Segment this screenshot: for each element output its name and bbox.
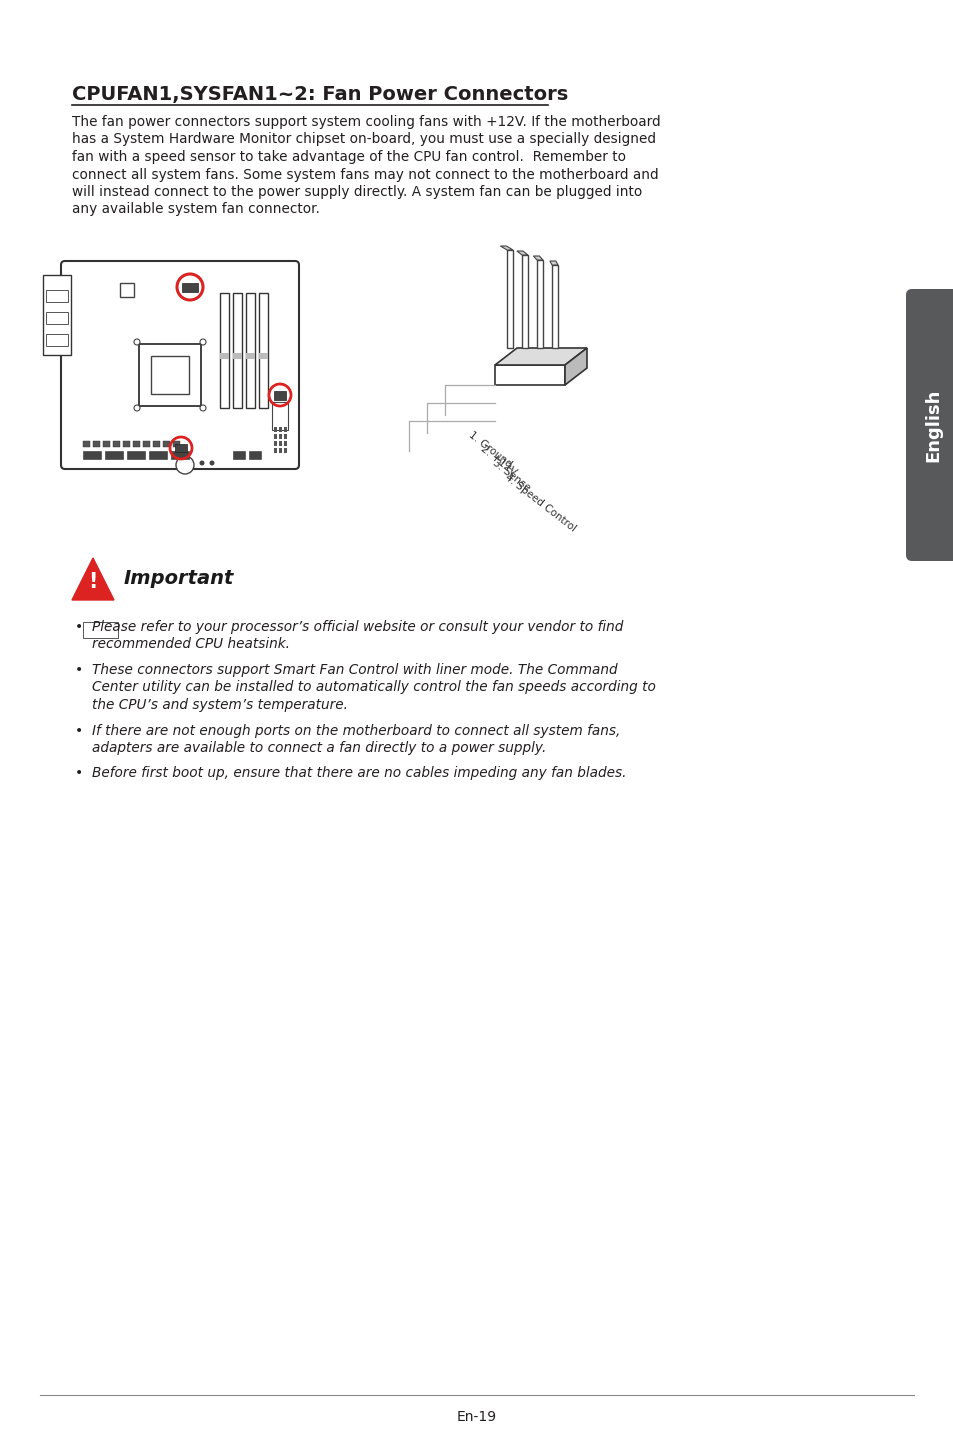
Text: has a System Hardware Monitor chipset on-board, you must use a specially designe: has a System Hardware Monitor chipset on… [71,133,656,146]
Circle shape [133,339,140,345]
Polygon shape [71,558,113,600]
Text: connect all system fans. Some system fans may not connect to the motherboard and: connect all system fans. Some system fan… [71,168,658,182]
Bar [220,294,229,408]
Bar [120,284,133,296]
Bar [278,448,282,453]
Bar [151,357,189,394]
Bar [274,391,286,400]
Bar [258,352,268,358]
Bar [274,427,276,432]
Text: 4. Speed Control: 4. Speed Control [502,473,578,534]
Bar [163,441,170,447]
Bar [284,434,287,440]
Bar [92,441,100,447]
Bar [274,448,276,453]
Bar [521,255,527,348]
Text: CPUFAN1,SYSFAN1~2: Fan Power Connectors: CPUFAN1,SYSFAN1~2: Fan Power Connectors [71,84,568,105]
Bar [83,621,118,639]
Text: The fan power connectors support system cooling fans with +12V. If the motherboa: The fan power connectors support system … [71,115,659,129]
Bar [46,334,68,347]
Text: recommended CPU heatsink.: recommended CPU heatsink. [91,637,290,652]
Bar [278,441,282,445]
Bar [83,451,101,460]
Text: •: • [75,620,83,634]
Text: Please refer to your processor’s official website or consult your vendor to find: Please refer to your processor’s officia… [91,620,622,634]
Bar [172,441,180,447]
Bar [278,434,282,440]
Text: En-19: En-19 [456,1411,497,1423]
Text: the CPU’s and system’s temperature.: the CPU’s and system’s temperature. [91,697,348,712]
Bar [112,441,120,447]
Bar [506,251,513,348]
Bar [143,441,150,447]
Bar [171,451,189,460]
Bar [233,352,242,358]
Text: •: • [75,663,83,677]
FancyBboxPatch shape [905,289,953,561]
Bar [278,427,282,432]
Text: any available system fan connector.: any available system fan connector. [71,202,319,216]
Circle shape [200,405,206,411]
Bar [220,352,229,358]
Bar [149,451,167,460]
Polygon shape [495,365,564,385]
Polygon shape [564,348,586,385]
Polygon shape [500,246,513,251]
Bar [103,441,110,447]
Bar [537,261,542,348]
Text: 3. Sense: 3. Sense [491,458,532,494]
Circle shape [175,455,193,474]
Text: If there are not enough ports on the motherboard to connect all system fans,: If there are not enough ports on the mot… [91,723,619,737]
Text: Important: Important [124,570,234,589]
Text: will instead connect to the power supply directly. A system fan can be plugged i: will instead connect to the power supply… [71,185,641,199]
Bar [233,294,242,408]
Circle shape [199,461,204,465]
FancyBboxPatch shape [61,261,298,470]
Bar [174,444,187,453]
Text: •: • [75,766,83,780]
Bar [284,448,287,453]
Bar [274,441,276,445]
Circle shape [133,405,140,411]
Bar [139,344,201,407]
Text: Before first boot up, ensure that there are no cables impeding any fan blades.: Before first boot up, ensure that there … [91,766,626,780]
Text: These connectors support Smart Fan Control with liner mode. The Command: These connectors support Smart Fan Contr… [91,663,617,677]
Bar [43,275,71,355]
Polygon shape [533,256,542,261]
Polygon shape [549,261,558,265]
Bar [258,294,268,408]
Text: 2. +12V: 2. +12V [478,444,517,478]
Text: 1. Ground: 1. Ground [467,430,514,470]
Bar [105,451,123,460]
Bar [83,441,90,447]
Text: •: • [75,723,83,737]
Polygon shape [495,348,586,365]
Circle shape [200,339,206,345]
Bar [123,441,130,447]
Text: English: English [923,388,941,461]
Circle shape [210,461,214,465]
Bar [132,441,140,447]
Text: fan with a speed sensor to take advantage of the CPU fan control.  Remember to: fan with a speed sensor to take advantag… [71,150,625,165]
Bar [249,451,261,460]
Bar [284,427,287,432]
Bar [246,294,254,408]
Polygon shape [517,251,527,255]
Bar [233,451,245,460]
Bar [552,265,558,348]
Text: adapters are available to connect a fan directly to a power supply.: adapters are available to connect a fan … [91,740,546,755]
Bar [152,441,160,447]
Bar [127,451,145,460]
Text: Center utility can be installed to automatically control the fan speeds accordin: Center utility can be installed to autom… [91,680,656,695]
Bar [274,434,276,440]
Bar [182,284,198,292]
Bar [272,402,288,430]
Bar [284,441,287,445]
Bar [46,291,68,302]
Bar [246,352,254,358]
Bar [46,312,68,324]
Text: !: ! [89,573,97,593]
